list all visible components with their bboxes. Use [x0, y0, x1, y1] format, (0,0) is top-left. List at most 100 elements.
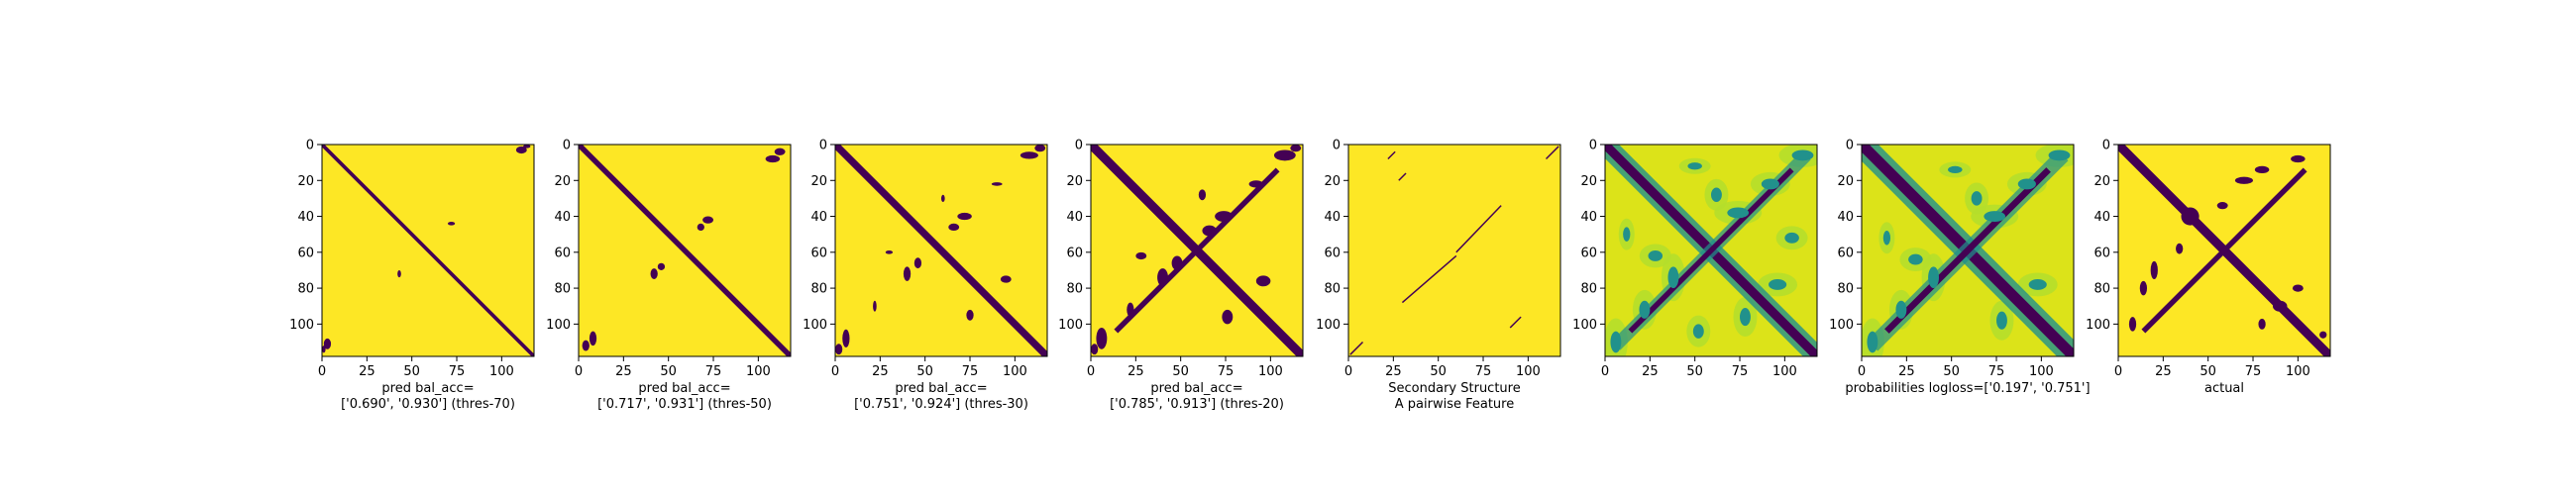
y-tick-label: 100	[1829, 318, 1854, 333]
axes-frame	[834, 144, 1048, 357]
y-tick-label: 100	[546, 318, 571, 333]
heatmap-blob	[948, 223, 960, 232]
heatmap-blob	[1610, 331, 1622, 353]
y-tick-label: 40	[1324, 210, 1341, 225]
heatmap-segment	[1545, 146, 1559, 160]
x-tick-label: 75	[2245, 364, 2262, 379]
heatmap-area	[1862, 145, 2074, 356]
heatmap-blob	[1215, 211, 1234, 222]
heatmap-blob	[2254, 165, 2270, 174]
panel-8: 0 25 50 75 100 0 20 40 60 80 100 actual	[2086, 139, 2331, 396]
y-tick-label: 20	[810, 174, 827, 189]
heatmap-blob	[2181, 207, 2200, 226]
heatmap-blob	[2150, 260, 2158, 280]
panel-caption: probabilities logloss=['0.197', '0.751']	[1845, 381, 2090, 396]
heatmap-blob	[523, 145, 531, 148]
axes-frame	[578, 144, 792, 357]
x-tick-label: 0	[1858, 364, 1866, 379]
panel-caption: ['0.690', '0.930'] (thres-70)	[341, 397, 515, 412]
heatmap-segment	[1398, 172, 1407, 181]
heatmap-blob	[447, 221, 456, 226]
heatmap-blob	[2292, 284, 2304, 292]
heatmap-blob	[1248, 180, 1264, 188]
y-tick-label: 60	[297, 246, 314, 260]
x-tick-label: 100	[489, 364, 514, 379]
x-tick-label: 75	[449, 364, 466, 379]
x-tick-label: 50	[1686, 364, 1703, 379]
heatmap-blob	[2017, 178, 2036, 190]
heatmap-blob	[515, 146, 527, 154]
y-tick-label: 80	[297, 282, 314, 297]
heatmap-background	[1348, 145, 1560, 356]
heatmap-area	[1349, 146, 1559, 355]
panel-caption: A pairwise Feature	[1395, 397, 1514, 412]
heatmap-area	[322, 145, 534, 356]
y-tick-label: 60	[554, 246, 571, 260]
y-tick-label: 0	[819, 139, 827, 153]
y-tick-label: 40	[1066, 210, 1083, 225]
heatmap-blob	[1908, 253, 1923, 265]
heatmap-area	[835, 145, 1047, 356]
heatmap-blob	[1135, 251, 1147, 260]
heatmap-blob	[2028, 279, 2047, 290]
panel-caption: pred bal_acc=	[1150, 381, 1242, 396]
panel-5: 0 25 50 75 100 0 20 40 60 80 100 Secondary Structur…	[1316, 139, 1561, 412]
x-tick-label: 100	[2029, 364, 2054, 379]
y-tick-label: 80	[810, 282, 827, 297]
heatmap-blob	[2176, 243, 2184, 254]
y-tick-label: 80	[1324, 282, 1341, 297]
heatmap-blob	[1171, 255, 1183, 270]
x-tick-label: 75	[705, 364, 722, 379]
heatmap-blob	[1273, 149, 1296, 161]
y-tick-label: 60	[1066, 246, 1083, 260]
x-tick-label: 75	[1218, 364, 1234, 379]
heatmap-blob	[1290, 145, 1302, 152]
y-tick-label: 80	[1580, 282, 1597, 297]
heatmap-blob	[765, 154, 781, 163]
heatmap-blob	[835, 344, 843, 355]
heatmap-blob	[2128, 317, 2137, 332]
heatmap-blob	[885, 250, 894, 254]
x-tick-label: 50	[660, 364, 677, 379]
y-tick-label: 100	[1572, 318, 1597, 333]
x-tick-label: 0	[318, 364, 326, 379]
y-tick-label: 60	[2093, 246, 2110, 260]
y-tick-label: 60	[1324, 246, 1341, 260]
x-tick-label: 25	[1642, 364, 1659, 379]
y-tick-label: 80	[2093, 282, 2110, 297]
x-tick-label: 75	[962, 364, 979, 379]
heatmap-antidiagonal	[1628, 167, 1794, 334]
y-tick-label: 40	[810, 210, 827, 225]
panel-1: 0 25 50 75 100 0 20 40 60 80 100 pred bal_acc=['0.6…	[289, 139, 535, 412]
heatmap-segment	[1349, 341, 1364, 355]
heatmap-segment	[1455, 205, 1502, 253]
x-tick-label: 25	[1385, 364, 1402, 379]
panel-3: 0 25 50 75 100 0 20 40 60 80 100 pred bal_acc=['0.7…	[803, 139, 1048, 412]
heatmap-blob	[1769, 279, 1787, 290]
y-tick-label: 40	[1580, 210, 1597, 225]
x-tick-label: 25	[1127, 364, 1144, 379]
heatmap-blob	[1667, 266, 1679, 289]
heatmap-blob	[1623, 227, 1631, 242]
y-tick-label: 0	[1333, 139, 1341, 153]
y-tick-label: 60	[1580, 246, 1597, 260]
heatmap-blob	[1971, 191, 1983, 206]
y-tick-label: 0	[563, 139, 571, 153]
heatmap-blob	[2311, 338, 2320, 346]
heatmap-blob	[1091, 344, 1099, 355]
heatmap-blob	[1761, 178, 1779, 190]
axes-frame	[1861, 144, 2075, 357]
heatmap-blob	[1096, 327, 1108, 349]
x-tick-label: 100	[1003, 364, 1027, 379]
heatmap-blob	[1948, 165, 1963, 174]
heatmap-diagonal	[835, 145, 1047, 356]
heatmap-blob	[991, 182, 1003, 186]
heatmap-blob	[957, 212, 972, 221]
heatmap-blob	[323, 338, 332, 349]
heatmap-diagonal	[579, 145, 791, 356]
heatmap-blob	[2291, 154, 2306, 163]
panel-caption: ['0.717', '0.931'] (thres-50)	[597, 397, 772, 412]
x-tick-label: 100	[1772, 364, 1797, 379]
x-tick-label: 25	[1898, 364, 1915, 379]
y-tick-label: 20	[554, 174, 571, 189]
